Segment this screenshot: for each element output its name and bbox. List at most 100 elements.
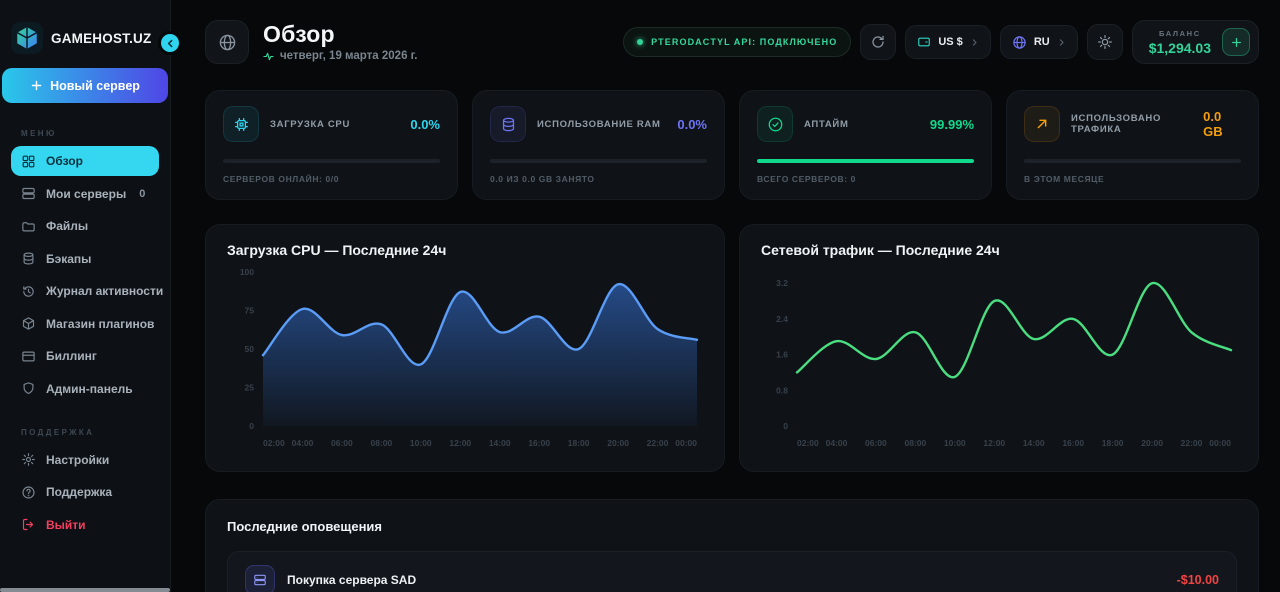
alert-title: Покупка сервера SAD <box>287 573 417 587</box>
stat-card-uptime: АПТАЙМ 99.99% ВСЕГО СЕРВЕРОВ: 0 <box>739 90 992 200</box>
new-server-button[interactable]: Новый сервер <box>2 68 168 103</box>
sidebar-item-files[interactable]: Файлы <box>11 211 159 241</box>
sidebar-item-label: Бэкапы <box>46 251 92 266</box>
svg-text:20:00: 20:00 <box>1141 438 1163 448</box>
chart-title: Загрузка CPU — Последние 24ч <box>227 242 447 258</box>
svg-text:06:00: 06:00 <box>331 438 353 448</box>
shield-icon <box>21 381 36 396</box>
svg-text:2.4: 2.4 <box>776 314 788 324</box>
network-line-chart: 0 0.8 1.6 2.4 3.2 02:00 04:00 06:00 08:00 10:00 12… <box>761 264 1237 454</box>
sidebar-item-settings[interactable]: Настройки <box>11 445 159 475</box>
sidebar-item-admin-panel[interactable]: Админ-панель <box>11 374 159 404</box>
menu-section-label: МЕНЮ <box>21 129 57 138</box>
svg-text:3.2: 3.2 <box>776 278 788 288</box>
date-row: четверг, 19 марта 2026 г. <box>263 50 418 62</box>
language-selector[interactable]: RU <box>999 25 1078 59</box>
wallet-icon <box>917 35 931 49</box>
stat-value: 0.0 GB <box>1203 109 1223 139</box>
alerts-card: Последние оповещения Покупка сервера SAD… <box>205 499 1259 592</box>
sidebar-item-label: Настройки <box>46 452 110 467</box>
sidebar-item-label: Обзор <box>46 154 83 168</box>
support-section-label: ПОДДЕРЖКА <box>21 427 95 437</box>
sidebar-item-backups[interactable]: Бэкапы <box>11 244 159 274</box>
chevron-right-icon <box>1057 38 1066 47</box>
stat-label: ИСПОЛЬЗОВАНО ТРАФИКА <box>1071 113 1162 135</box>
balance-label: БАЛАНС <box>1158 28 1201 38</box>
refresh-button[interactable] <box>860 24 897 60</box>
list-item[interactable]: Покупка сервера SAD -$10.00 <box>227 551 1237 592</box>
svg-text:14:00: 14:00 <box>1023 438 1045 448</box>
stats-row: ЗАГРУЗКА CPU 0.0% СЕРВЕРОВ ОНЛАЙН: 0/0 И… <box>205 90 1259 200</box>
theme-toggle-button[interactable] <box>1086 24 1123 60</box>
svg-text:100: 100 <box>240 267 254 277</box>
sidebar-scrollbar[interactable] <box>0 588 170 592</box>
balance-value: $1,294.03 <box>1148 39 1211 56</box>
svg-text:75: 75 <box>245 306 255 316</box>
chevron-right-icon <box>970 38 979 47</box>
sidebar-collapse-button[interactable] <box>158 31 182 55</box>
credit-card-icon <box>21 349 36 364</box>
globe-icon <box>1012 35 1027 50</box>
svg-text:18:00: 18:00 <box>1102 438 1124 448</box>
sidebar-item-activity-log[interactable]: Журнал активности <box>11 276 163 306</box>
brand-name: GAMEHOST.UZ <box>51 30 152 46</box>
server-icon <box>245 565 275 592</box>
api-status-badge: PTERODACTYL API: ПОДКЛЮЧЕНО <box>623 27 852 57</box>
stat-label: АПТАЙМ <box>804 118 849 130</box>
stat-value: 0.0% <box>677 116 707 132</box>
svg-text:0: 0 <box>249 421 254 431</box>
alerts-title: Последние оповещения <box>227 519 383 534</box>
svg-text:1.6: 1.6 <box>776 350 788 360</box>
servers-count-badge: 0 <box>139 187 146 200</box>
svg-text:25: 25 <box>245 383 255 393</box>
svg-text:16:00: 16:00 <box>1062 438 1084 448</box>
grid-icon <box>21 154 36 169</box>
svg-text:04:00: 04:00 <box>826 438 848 448</box>
svg-text:20:00: 20:00 <box>607 438 629 448</box>
chevron-left-icon <box>165 38 176 49</box>
new-server-label: Новый сервер <box>50 78 140 93</box>
stat-caption: СЕРВЕРОВ ОНЛАЙН: 0/0 <box>223 174 340 184</box>
svg-text:02:00: 02:00 <box>797 438 819 448</box>
ram-icon <box>490 106 526 142</box>
sidebar-item-my-servers[interactable]: Мои серверы 0 <box>11 179 159 209</box>
sidebar-support: Настройки Поддержка Выйти <box>11 445 159 540</box>
sidebar-item-logout[interactable]: Выйти <box>11 510 159 540</box>
title-block: Обзор четверг, 19 марта 2026 г. <box>263 22 418 62</box>
svg-text:22:00: 22:00 <box>1181 438 1203 448</box>
sidebar-item-billing[interactable]: Биллинг <box>11 341 159 371</box>
globe-icon <box>205 20 249 64</box>
svg-text:10:00: 10:00 <box>944 438 966 448</box>
stat-caption: 0.0 ИЗ 0.0 GB ЗАНЯТО <box>490 174 595 184</box>
svg-text:10:00: 10:00 <box>410 438 432 448</box>
sidebar-item-support[interactable]: Поддержка <box>11 477 159 507</box>
progress-bar <box>757 159 974 163</box>
plus-icon <box>30 79 43 92</box>
svg-text:06:00: 06:00 <box>865 438 887 448</box>
plus-icon <box>1230 36 1243 49</box>
svg-text:02:00: 02:00 <box>263 438 285 448</box>
language-value: RU <box>1033 36 1050 48</box>
svg-text:12:00: 12:00 <box>983 438 1005 448</box>
currency-value: US $ <box>938 36 963 48</box>
svg-text:0.8: 0.8 <box>776 385 788 395</box>
history-icon <box>21 284 36 299</box>
add-funds-button[interactable] <box>1222 28 1250 56</box>
arrow-up-right-icon <box>1024 106 1060 142</box>
activity-icon <box>263 51 274 62</box>
status-dot-icon <box>637 39 644 45</box>
svg-text:16:00: 16:00 <box>528 438 550 448</box>
stat-label: ЗАГРУЗКА CPU <box>270 118 351 130</box>
chart-title: Сетевой трафик — Последние 24ч <box>761 242 1000 258</box>
sidebar-item-plugin-store[interactable]: Магазин плагинов <box>11 309 159 339</box>
sidebar-item-overview[interactable]: Обзор <box>11 146 159 176</box>
sidebar-item-label: Файлы <box>46 219 89 233</box>
logout-icon <box>21 517 36 532</box>
header-actions: PTERODACTYL API: ПОДКЛЮЧЕНО US $ <box>623 20 1259 64</box>
page-header: Обзор четверг, 19 марта 2026 г. PTERODAC… <box>205 20 1259 64</box>
currency-selector[interactable]: US $ <box>905 25 991 59</box>
sidebar: GAMEHOST.UZ Новый сервер МЕНЮ Обзор <box>0 0 182 592</box>
svg-text:0: 0 <box>783 421 788 431</box>
cpu-area-chart: 0 25 50 75 100 02:00 04:00 06:00 08:00 10:00 12:00… <box>227 264 703 454</box>
cpu-icon <box>223 106 259 142</box>
